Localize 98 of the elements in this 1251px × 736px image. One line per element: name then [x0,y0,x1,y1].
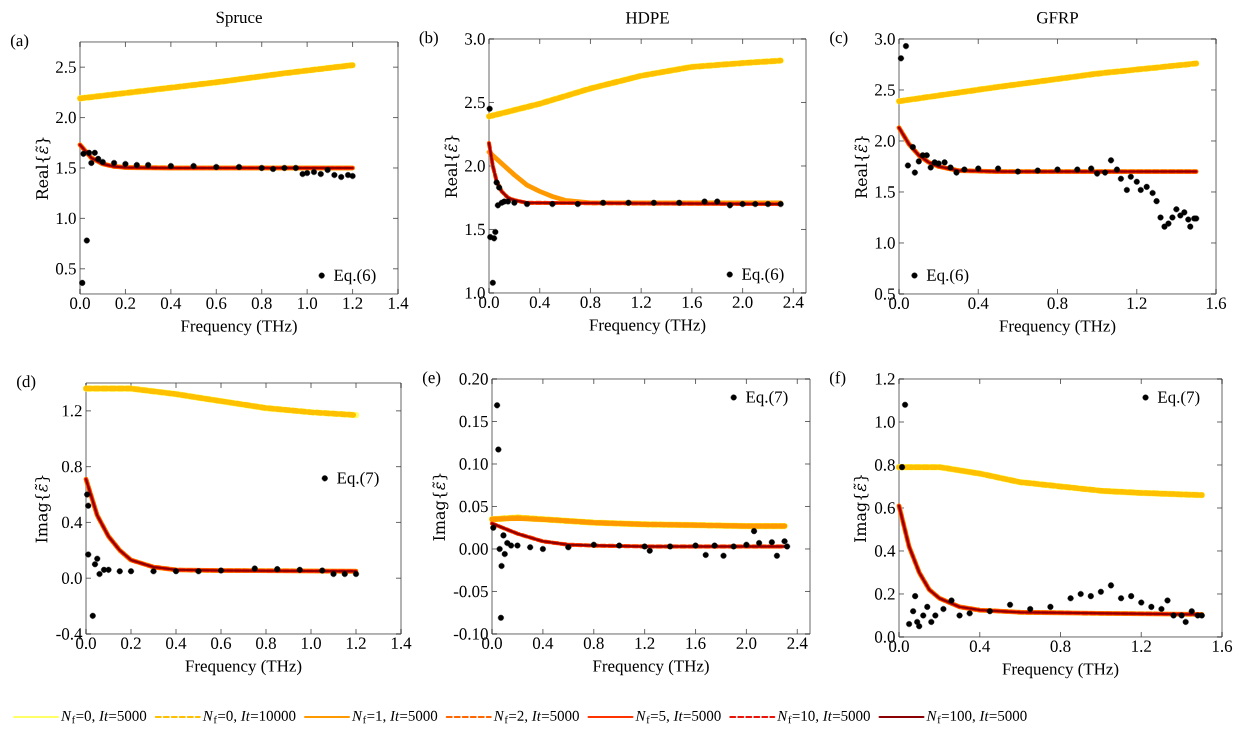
y-tick-label: 0.5 [55,263,76,275]
y-tick-label: 1.0 [875,237,895,249]
x-tick-label: 1.6 [1212,640,1233,652]
x-tick-label: 0.4 [968,297,989,309]
legend-label: Eq.(6) [742,267,784,284]
x-tick-label: 0.8 [256,637,276,649]
y-tick-label: 0.4 [61,516,83,529]
x-tick-label: 0.8 [580,296,601,308]
x-axis-title: Frequency (THz) [1002,662,1119,679]
y-tick-label: 0.8 [61,460,82,473]
y-tick-label: 3.0 [465,33,485,45]
x-axis-title: Frequency (THz) [592,659,709,676]
y-tick-label: 2.0 [56,111,76,124]
y-tick-label: 0.8 [874,459,895,471]
y-tick-label: 0.0 [61,572,82,584]
legend-label: Eq.(7) [745,390,788,407]
y-axis-title: Real{ε̃} [854,136,870,199]
legend-label: N$_{f}$=0, It=10000 [202,710,296,724]
x-tick-label: 1.6 [686,637,706,649]
x-tick-label: 1.0 [301,637,321,649]
legend-label: N$_{f}$=100, It=5000 [926,710,1027,724]
y-tick-label: 3.0 [875,33,895,45]
x-tick-label: 1.2 [1132,640,1151,652]
y-tick-label: 1.5 [465,223,485,236]
x-tick-label: 0.8 [251,297,272,309]
x-tick-label: 1.2 [343,297,363,309]
text: (f) [829,371,846,387]
x-tick-label: 0.4 [532,637,554,649]
x-tick-label: 0.6 [211,637,232,649]
x-axis-title: Frequency (THz) [185,659,302,676]
text: (c) [830,31,848,47]
text: (b) [419,31,438,47]
text: (d) [17,375,36,391]
text: (e) [422,371,441,387]
y-tick-label: 0.20 [459,373,488,385]
chart-title: HDPE [625,12,669,24]
x-tick-label: 1.4 [388,297,409,309]
x-tick-label: 2.4 [787,637,808,649]
y-tick-label: 0.00 [459,543,488,555]
y-tick-label: 0.6 [874,502,895,514]
x-tick-label: 2.0 [736,637,757,649]
x-tick-label: 0.6 [206,297,227,309]
legend-label: N$_{f}$=10, It=5000 [777,710,870,724]
legend-label: Eq.(6) [333,268,376,285]
x-tick-label: 2.4 [783,296,804,308]
x-tick-label: 0.8 [1047,297,1068,309]
y-axis-title: Real{ε̃} [444,135,460,198]
y-tick-label: 2.5 [875,84,895,96]
x-tick-label: 1.2 [346,637,366,649]
y-axis-title: Imag{ε̃} [432,473,449,541]
y-tick-label: 0.10 [459,458,488,470]
y-tick-label: 1.0 [56,212,76,225]
x-tick-label: 0.4 [160,297,182,309]
x-axis-title: Frequency (THz) [999,319,1116,336]
legend-label: Eq.(7) [1157,390,1200,407]
legend-label: Eq.(7) [337,471,379,488]
x-tick-label: 1.4 [391,637,412,649]
y-tick-label: 0.4 [874,545,896,557]
x-tick-label: 0.2 [115,297,136,309]
y-tick-label: 1.2 [62,405,82,417]
y-tick-label: 0.15 [459,415,488,428]
chart-title: GFRP [1037,12,1079,24]
y-tick-label: -0.05 [453,585,488,598]
y-tick-label: 0.05 [459,500,488,513]
x-tick-label: 1.0 [298,297,318,309]
y-tick-label: 2.5 [465,96,485,109]
x-tick-label: 0.2 [121,637,141,649]
y-tick-label: 2.0 [875,135,895,147]
legend-label: N$_{f}$=5, It=5000 [635,710,721,724]
x-axis-title: Frequency (THz) [589,318,706,335]
y-axis-title: Imag{ε̃} [34,475,51,543]
x-tick-label: 2.0 [732,296,753,308]
x-tick-label: 1.6 [682,296,702,308]
x-tick-label: 0.4 [529,296,551,308]
text: (a) [10,34,29,50]
y-tick-label: 1.0 [875,416,895,428]
x-tick-label: 0.4 [969,640,991,652]
x-tick-label: 0.8 [583,637,604,649]
x-axis-title: Frequency (THz) [180,319,297,336]
legend-label: N$_{f}$=2, It=5000 [493,710,579,724]
chart-title: Spruce [216,11,262,27]
x-tick-label: 1.6 [1206,297,1227,309]
legend-label: N$_{f}$=1, It=5000 [351,710,438,724]
y-tick-label: 1.2 [875,373,895,385]
y-axis-title: Imag{ε̃} [853,475,870,543]
legend-label: N$_{f}$=0, It=5000 [60,710,147,724]
x-tick-label: 1.2 [635,637,655,649]
y-axis-title: Real{ε̃} [35,137,51,200]
x-tick-label: 1.2 [1127,297,1147,309]
y-tick-label: 2.5 [56,61,76,73]
y-tick-label: 1.5 [56,162,76,174]
legend-label: Eq.(6) [926,268,969,285]
y-tick-label: 1.5 [875,186,895,198]
y-tick-label: 0.2 [874,588,895,600]
x-tick-label: 1.2 [632,296,651,308]
y-tick-label: 2.0 [465,160,485,172]
x-tick-label: 0.8 [1050,640,1071,652]
x-tick-label: 0.4 [166,637,187,649]
